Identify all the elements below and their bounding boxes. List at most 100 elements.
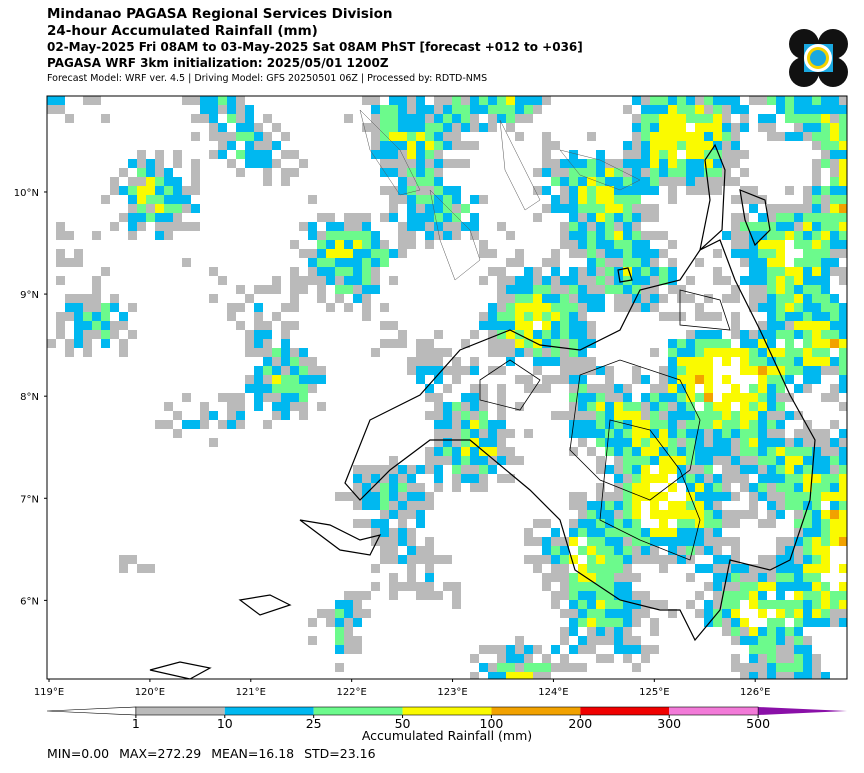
rain-cell: [623, 654, 632, 663]
rain-cell: [245, 339, 254, 348]
rain-cell: [398, 510, 407, 519]
rain-cell: [560, 195, 569, 204]
rain-cell: [578, 267, 587, 276]
rain-cell: [578, 186, 587, 195]
rain-cell: [731, 627, 740, 636]
rain-cell: [488, 249, 497, 258]
rain-cell: [776, 366, 785, 375]
rain-cell: [677, 141, 686, 150]
rain-cell: [425, 105, 434, 114]
rain-cell: [623, 645, 632, 654]
rain-cell: [533, 285, 542, 294]
rain-cell: [641, 546, 650, 555]
rain-cell: [830, 141, 839, 150]
rain-cell: [713, 555, 722, 564]
rain-cell: [470, 195, 479, 204]
rain-cell: [308, 249, 317, 258]
rain-cell: [749, 510, 758, 519]
rain-cell: [614, 420, 623, 429]
rain-cell: [686, 600, 695, 609]
rain-cell: [461, 438, 470, 447]
rain-cell: [569, 276, 578, 285]
rain-cell: [344, 636, 353, 645]
rain-cell: [812, 222, 821, 231]
rain-cell: [506, 258, 515, 267]
rain-cell: [425, 177, 434, 186]
rain-cell: [668, 114, 677, 123]
rain-cell: [632, 402, 641, 411]
rain-cell: [362, 465, 371, 474]
rain-cell: [794, 474, 803, 483]
rain-cell: [578, 519, 587, 528]
rain-cell: [362, 231, 371, 240]
rain-cell: [731, 555, 740, 564]
rain-cell: [416, 213, 425, 222]
rain-cell: [668, 501, 677, 510]
rain-cell: [686, 186, 695, 195]
rain-cell: [668, 285, 677, 294]
rain-cell: [794, 456, 803, 465]
rain-cell: [515, 321, 524, 330]
rain-cell: [425, 186, 434, 195]
rain-cell: [650, 393, 659, 402]
rain-cell: [803, 240, 812, 249]
rain-cell: [218, 96, 227, 105]
rain-cell: [65, 339, 74, 348]
rain-cell: [776, 375, 785, 384]
rain-cell: [551, 348, 560, 357]
rain-cell: [389, 492, 398, 501]
rain-cell: [227, 114, 236, 123]
rain-cell: [650, 150, 659, 159]
rain-cell: [839, 456, 847, 465]
rain-cell: [137, 177, 146, 186]
rain-cell: [380, 159, 389, 168]
rain-cell: [758, 213, 767, 222]
rain-cell: [803, 105, 812, 114]
rain-cell: [614, 429, 623, 438]
rain-cell: [362, 609, 371, 618]
rain-cell: [731, 249, 740, 258]
rain-cell: [830, 267, 839, 276]
rain-cell: [425, 456, 434, 465]
rain-cell: [596, 591, 605, 600]
rain-cell: [776, 303, 785, 312]
rain-cell: [641, 213, 650, 222]
rain-cell: [677, 510, 686, 519]
rain-cell: [119, 564, 128, 573]
rain-cell: [731, 330, 740, 339]
rain-cell: [812, 555, 821, 564]
rain-cell: [704, 393, 713, 402]
rain-cell: [632, 555, 641, 564]
rain-cell: [758, 438, 767, 447]
rain-cell: [452, 366, 461, 375]
rain-cell: [803, 600, 812, 609]
rain-cell: [785, 213, 794, 222]
rain-cell: [605, 429, 614, 438]
rain-cell: [245, 159, 254, 168]
rain-cell: [812, 501, 821, 510]
rain-cell: [497, 429, 506, 438]
header: Mindanao PAGASA Regional Services Divisi…: [47, 6, 583, 84]
rain-cell: [794, 537, 803, 546]
rain-cell: [344, 222, 353, 231]
rain-cell: [569, 330, 578, 339]
rain-cell: [434, 114, 443, 123]
rain-cell: [317, 294, 326, 303]
rain-cell: [245, 294, 254, 303]
rain-cell: [641, 609, 650, 618]
rain-cell: [839, 564, 847, 573]
rain-cell: [479, 276, 488, 285]
rain-cell: [317, 240, 326, 249]
rain-cell: [731, 510, 740, 519]
rain-cell: [470, 357, 479, 366]
rain-cell: [641, 420, 650, 429]
rain-cell: [65, 258, 74, 267]
rain-cell: [749, 429, 758, 438]
rain-cell: [794, 654, 803, 663]
rain-cell: [344, 600, 353, 609]
rain-cell: [740, 366, 749, 375]
rain-cell: [506, 105, 515, 114]
rain-cell: [812, 357, 821, 366]
rain-cell: [803, 366, 812, 375]
rain-cell: [659, 564, 668, 573]
